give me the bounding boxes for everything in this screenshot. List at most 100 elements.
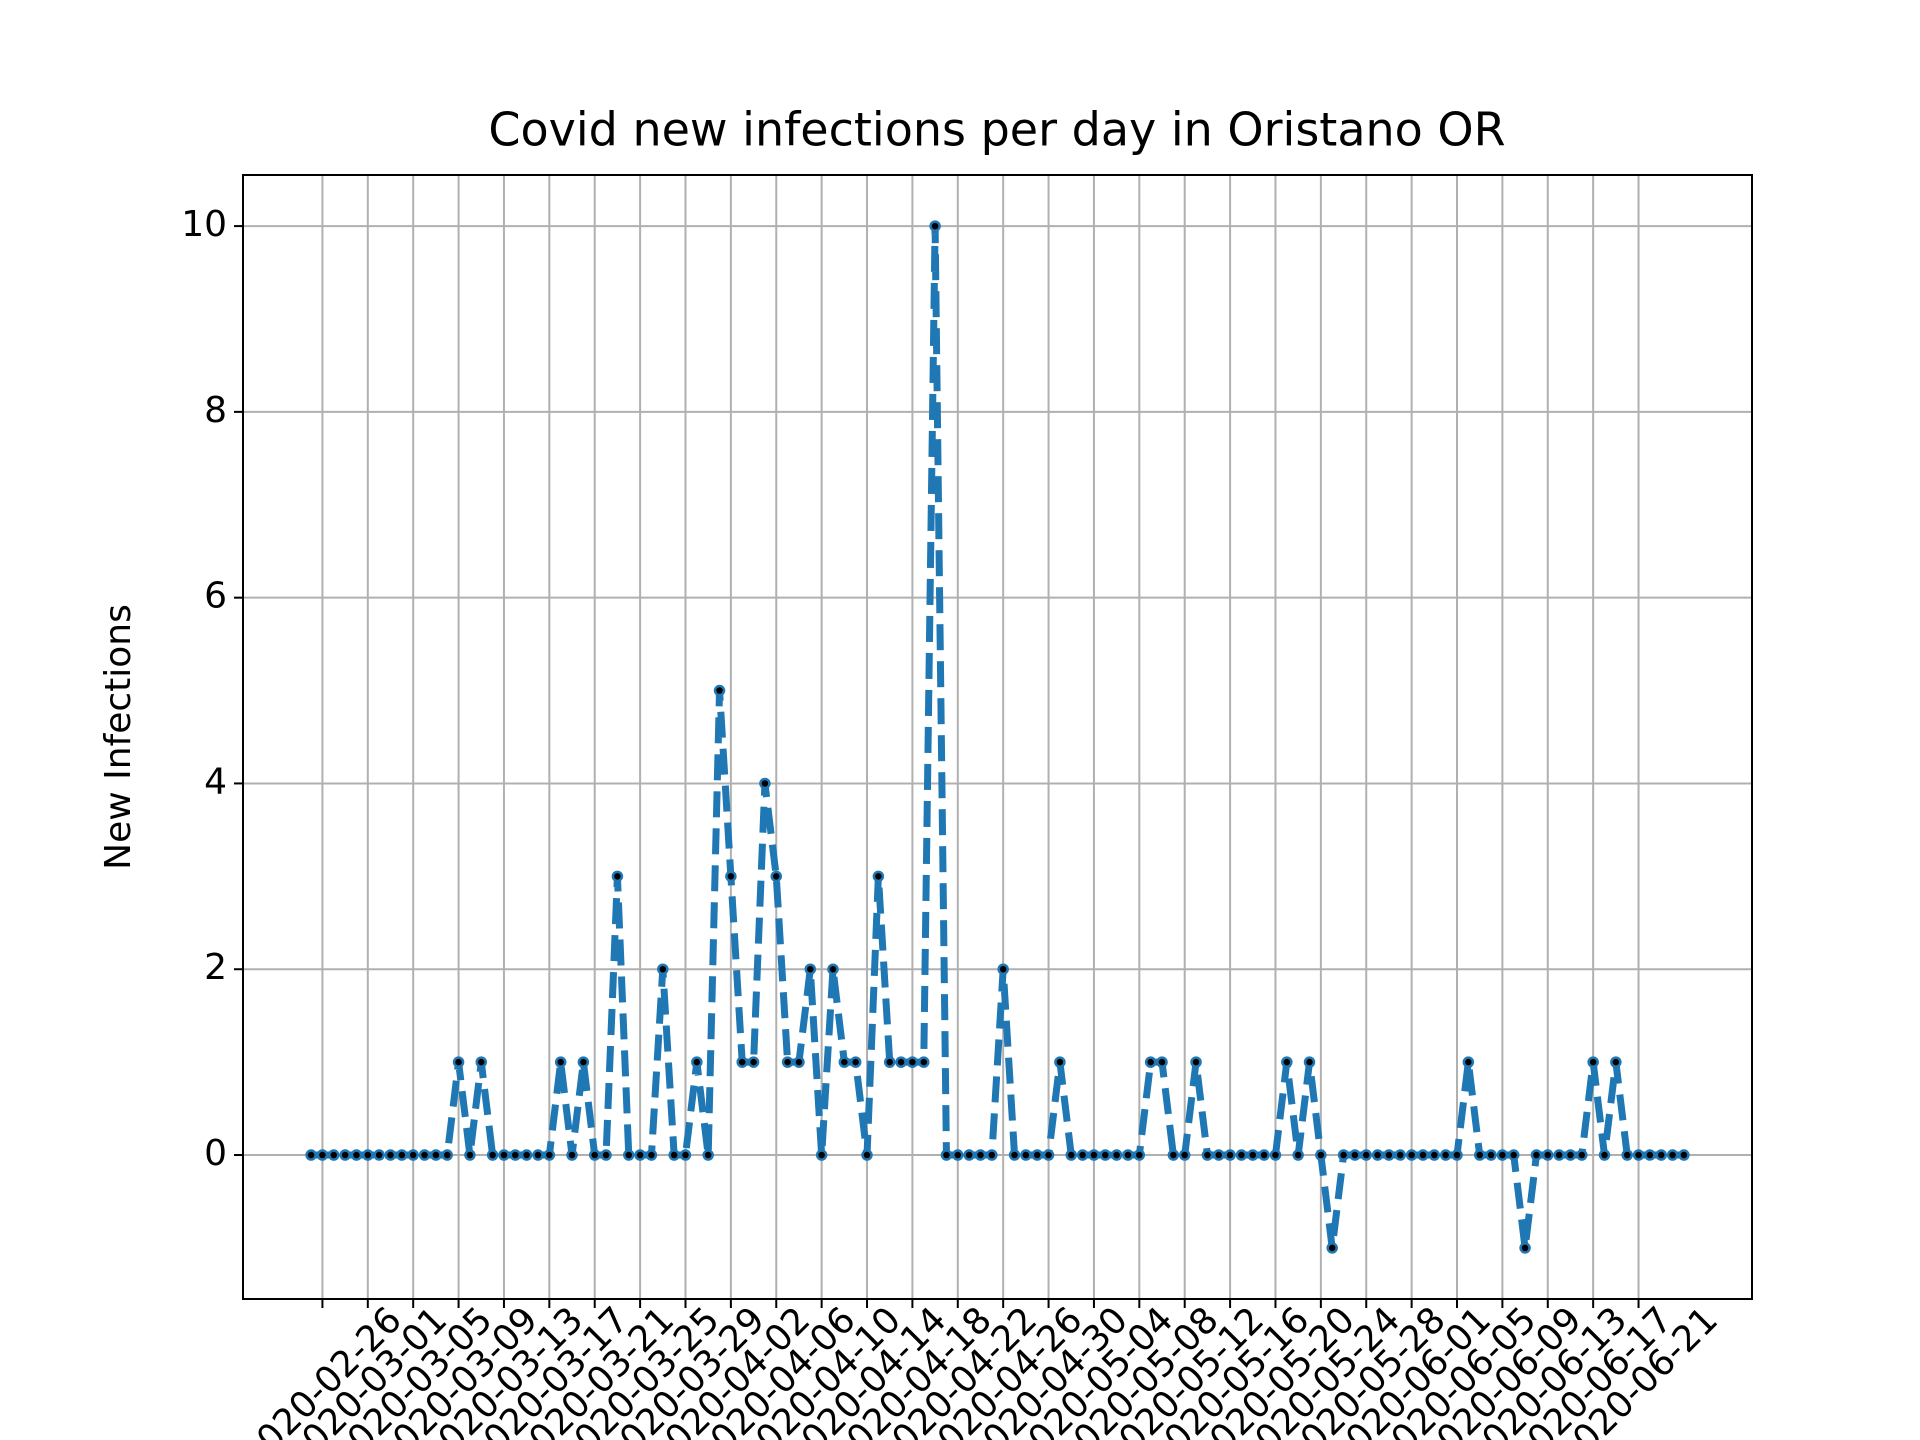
data-point — [543, 1149, 556, 1161]
data-point — [1542, 1149, 1554, 1161]
data-point — [1632, 1149, 1645, 1161]
data-point — [713, 684, 726, 697]
data-point — [611, 870, 624, 883]
data-point — [1110, 1149, 1123, 1161]
data-point — [1212, 1149, 1225, 1161]
data-point — [1235, 1149, 1248, 1161]
data-point — [1473, 1149, 1486, 1161]
data-point — [781, 1056, 794, 1068]
data-point — [532, 1149, 544, 1161]
data-point — [1315, 1149, 1327, 1161]
data-point — [895, 1056, 907, 1068]
data-point — [1371, 1149, 1384, 1161]
data-point — [804, 963, 817, 975]
data-point — [1201, 1149, 1214, 1161]
data-point — [1485, 1149, 1497, 1161]
data-point — [725, 870, 737, 883]
data-point — [1326, 1242, 1338, 1254]
y-tick-label: 8 — [204, 390, 227, 431]
data-point — [918, 1056, 930, 1068]
data-point — [588, 1149, 601, 1161]
data-point — [1428, 1149, 1441, 1161]
y-tick-label: 10 — [181, 204, 227, 245]
data-point — [520, 1149, 533, 1161]
data-point — [1553, 1149, 1565, 1161]
data-point — [554, 1056, 567, 1068]
data-point — [634, 1149, 646, 1161]
data-point — [963, 1149, 975, 1161]
data-point — [747, 1056, 760, 1068]
data-point — [702, 1149, 714, 1161]
data-point — [1292, 1149, 1304, 1161]
data-point — [384, 1149, 397, 1161]
data-point — [929, 220, 941, 232]
data-point — [1258, 1149, 1270, 1161]
data-point — [1598, 1149, 1611, 1161]
data-point — [339, 1149, 351, 1161]
data-point — [577, 1056, 590, 1068]
data-point — [1394, 1149, 1407, 1161]
data-point — [974, 1149, 987, 1161]
data-point — [1439, 1149, 1452, 1161]
data-point — [815, 1149, 828, 1161]
data-point — [1360, 1149, 1372, 1161]
data-point — [1405, 1149, 1418, 1161]
data-point — [872, 870, 885, 883]
data-point — [668, 1149, 680, 1161]
data-point — [838, 1056, 851, 1068]
data-point — [679, 1149, 692, 1161]
data-point — [316, 1149, 329, 1161]
data-point — [1462, 1056, 1475, 1068]
data-point — [1122, 1149, 1134, 1161]
data-point — [1099, 1149, 1112, 1161]
data-point — [1020, 1149, 1032, 1161]
data-point — [1031, 1149, 1043, 1161]
data-point — [1417, 1149, 1429, 1161]
data-point — [1610, 1056, 1622, 1068]
data-point — [1054, 1056, 1066, 1068]
data-point — [1655, 1149, 1667, 1161]
data-point — [1065, 1149, 1077, 1161]
data-point — [1156, 1056, 1168, 1068]
data-point — [952, 1149, 964, 1161]
y-tick-label: 4 — [204, 761, 227, 802]
data-point — [1008, 1149, 1021, 1161]
plot-frame — [242, 174, 1753, 1300]
data-point — [1519, 1242, 1531, 1254]
data-point — [362, 1149, 374, 1161]
data-point — [691, 1056, 703, 1068]
data-point — [940, 1149, 953, 1161]
data-point — [475, 1056, 488, 1068]
data-point — [486, 1149, 499, 1161]
data-point — [305, 1149, 317, 1161]
data-point — [1269, 1149, 1282, 1161]
data-point — [1042, 1149, 1055, 1161]
data-point — [793, 1056, 805, 1068]
data-point — [1496, 1149, 1509, 1161]
data-point — [1303, 1056, 1316, 1068]
data-point — [1337, 1149, 1350, 1161]
data-point — [1621, 1149, 1633, 1161]
data-point — [645, 1149, 658, 1161]
chart-title: Covid new infections per day in Oristano… — [488, 103, 1505, 157]
data-point — [861, 1149, 873, 1161]
data-point — [1224, 1149, 1236, 1161]
y-tick-label: 0 — [204, 1133, 227, 1174]
data-point — [1587, 1056, 1599, 1068]
data-point — [770, 870, 783, 883]
data-point — [1576, 1149, 1588, 1161]
data-point — [600, 1149, 612, 1161]
data-point — [1088, 1149, 1100, 1161]
data-point — [883, 1056, 896, 1068]
data-point — [509, 1149, 522, 1161]
data-point — [1678, 1149, 1690, 1161]
data-point — [396, 1149, 408, 1161]
data-point — [849, 1056, 862, 1068]
data-point — [1666, 1149, 1679, 1161]
data-point — [906, 1056, 919, 1068]
data-point — [736, 1056, 748, 1068]
data-point — [827, 963, 839, 975]
data-point — [1190, 1056, 1202, 1068]
